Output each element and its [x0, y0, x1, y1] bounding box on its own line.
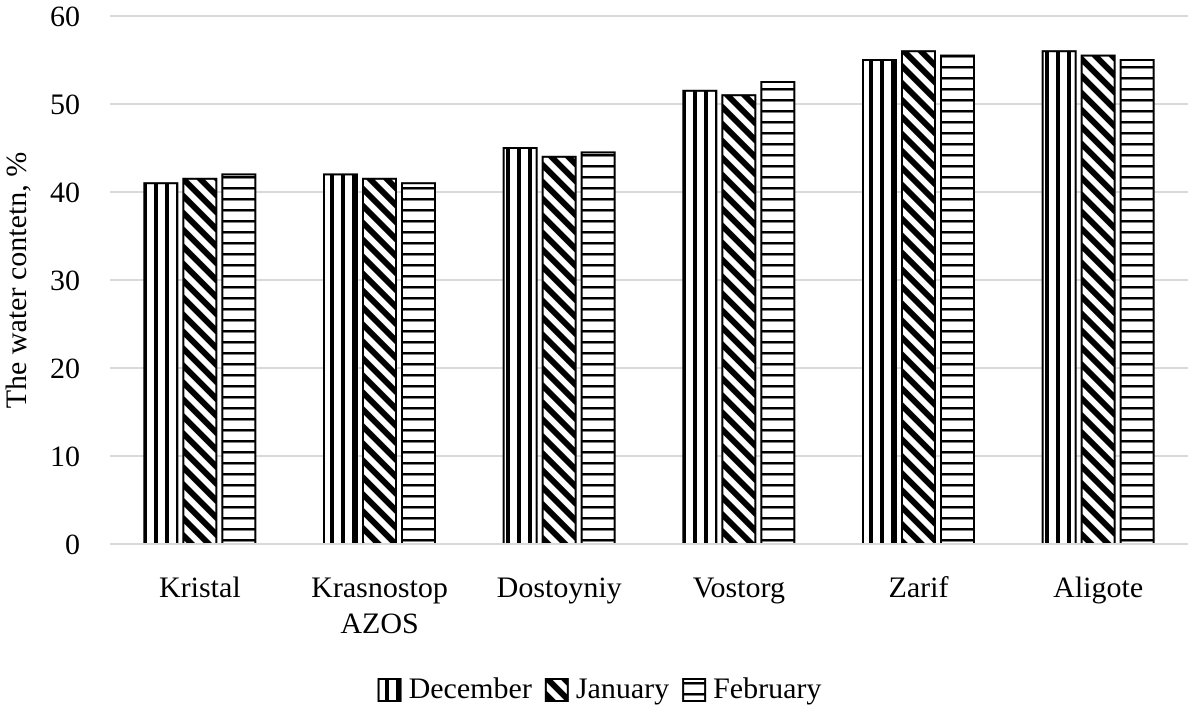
bar-january	[182, 177, 218, 546]
bar-february	[760, 81, 796, 545]
y-axis-ticks: 0 10 20 30 40 50 60	[50, 0, 80, 561]
x-tick-label: Zarif	[889, 571, 949, 604]
y-tick-label: 10	[50, 440, 80, 473]
legend-label-february: February	[713, 672, 821, 705]
legend: December January February	[377, 672, 821, 705]
bar-january	[541, 155, 577, 546]
bar-february	[401, 182, 436, 545]
bar-february	[221, 173, 257, 545]
bar-december	[323, 173, 358, 545]
y-tick-label: 40	[50, 176, 80, 209]
y-tick-label: 50	[50, 88, 80, 121]
y-tick-label: 20	[50, 352, 80, 385]
bar-december	[502, 147, 538, 545]
legend-swatch-february	[682, 678, 707, 702]
y-tick-label: 0	[65, 528, 80, 561]
y-axis-title: The water contetn, %	[0, 152, 33, 409]
bar-january	[1080, 54, 1116, 545]
bar-december	[143, 182, 179, 545]
gridlines	[110, 15, 1188, 457]
bar-february	[1119, 59, 1155, 545]
legend-swatch-december	[377, 678, 402, 702]
x-tick-label: Dostoyniy	[497, 571, 622, 604]
legend-label-december: December	[409, 672, 532, 705]
y-tick-label: 60	[50, 0, 80, 33]
bar-february	[580, 151, 616, 545]
x-tick-label: Aligote	[1053, 571, 1143, 604]
legend-swatch-january	[544, 678, 569, 702]
bar-december	[1041, 50, 1077, 545]
bar-january	[721, 94, 757, 545]
x-axis-ticks: Kristal Krasnostop AZOS Dostoyniy Vostorg Zar…	[159, 571, 1143, 640]
bar-december	[862, 59, 897, 545]
bar-february	[940, 54, 975, 545]
bar-december	[682, 89, 718, 546]
legend-label-january: January	[576, 672, 669, 705]
y-tick-label: 30	[50, 264, 80, 297]
x-tick-label: Vostorg	[693, 571, 785, 604]
x-tick-label: Krasnostop AZOS	[311, 571, 448, 640]
x-tick-label: Kristal	[159, 571, 241, 604]
bar-january	[362, 177, 397, 546]
bars	[143, 50, 1155, 546]
bar-january	[901, 50, 936, 545]
